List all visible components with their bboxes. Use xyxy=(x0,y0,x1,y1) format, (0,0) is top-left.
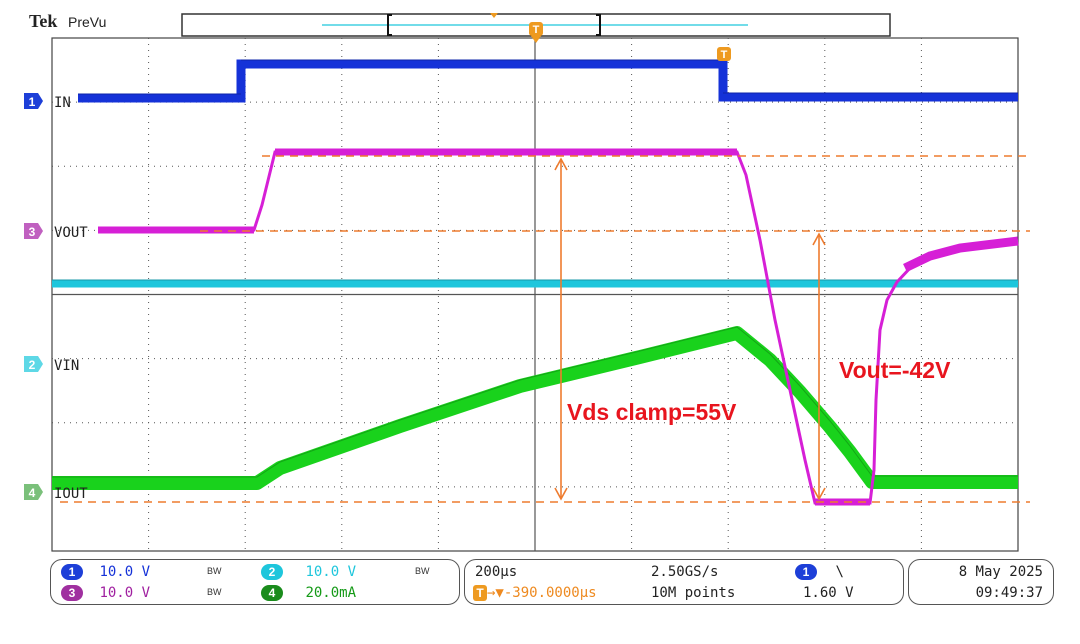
trigger-level: 1.60 V xyxy=(803,583,854,603)
trigger-source[interactable]: 1 \ xyxy=(795,562,844,582)
ch1-setting[interactable]: 1 10.0 V xyxy=(61,562,150,582)
ch1-marker[interactable]: 1 xyxy=(24,93,43,109)
ch1-label: IN xyxy=(54,95,71,111)
ch1-scale: 10.0 V xyxy=(99,564,150,580)
ch3-label: VOUT xyxy=(54,225,88,241)
trigger-slope-icon: \ xyxy=(835,564,843,580)
svg-text:1: 1 xyxy=(29,95,36,109)
mode-label: PreVu xyxy=(68,14,106,30)
vout-arrow xyxy=(813,234,825,499)
ch1-bw-icon: BW xyxy=(207,566,222,576)
svg-text:T: T xyxy=(721,49,728,61)
time: 09:49:37 xyxy=(976,583,1043,603)
ch2-label: VIN xyxy=(54,358,79,374)
date: 8 May 2025 xyxy=(959,562,1043,582)
ch2-bw-icon: BW xyxy=(415,566,430,576)
vds-clamp-arrow xyxy=(555,159,567,499)
datetime-panel: 8 May 2025 09:49:37 xyxy=(908,559,1054,605)
timebase-panel[interactable]: 200µs 2.50GS/s T →▼-390.0000µs 10M points… xyxy=(464,559,904,605)
vds-clamp-label: Vds clamp=55V xyxy=(567,399,737,425)
ch2-setting[interactable]: 2 10.0 V xyxy=(261,562,356,582)
time-per-div: 200µs xyxy=(475,562,517,582)
brand-logo: Tek xyxy=(29,11,57,31)
svg-text:T: T xyxy=(533,24,540,36)
ch3-scale: 10.0 V xyxy=(99,585,150,601)
vout-label: Vout=-42V xyxy=(839,357,951,383)
trigger-marker: T xyxy=(717,47,731,61)
ch3-setting[interactable]: 3 10.0 V xyxy=(61,583,150,603)
svg-text:4: 4 xyxy=(29,486,36,500)
ch2-scale: 10.0 V xyxy=(305,564,356,580)
svg-text:2: 2 xyxy=(29,358,36,372)
record-length: 10M points xyxy=(651,583,735,603)
ch2-marker[interactable]: 2 xyxy=(24,356,43,372)
ch4-marker[interactable]: 4 xyxy=(24,484,43,500)
channel-settings-panel[interactable]: 1 10.0 V BW 2 10.0 V BW 3 10.0 V BW 4 20… xyxy=(50,559,460,605)
svg-text:3: 3 xyxy=(29,225,36,239)
horizontal-position[interactable]: T →▼-390.0000µs xyxy=(473,583,597,603)
status-bar: 1 10.0 V BW 2 10.0 V BW 3 10.0 V BW 4 20… xyxy=(0,557,1080,644)
annotations: Vds clamp=55V Vout=-42V xyxy=(60,156,1030,502)
ch4-scale: 20.0mA xyxy=(305,585,356,601)
sample-rate: 2.50GS/s xyxy=(651,562,718,582)
ch4-label: IOUT xyxy=(54,486,88,502)
trigger-position-marker: T xyxy=(529,22,543,43)
ch3-waveform xyxy=(98,152,1018,503)
ch4-setting[interactable]: 4 20.0mA xyxy=(261,583,356,603)
ch3-bw-icon: BW xyxy=(207,587,222,597)
ch3-marker[interactable]: 3 xyxy=(24,223,43,239)
